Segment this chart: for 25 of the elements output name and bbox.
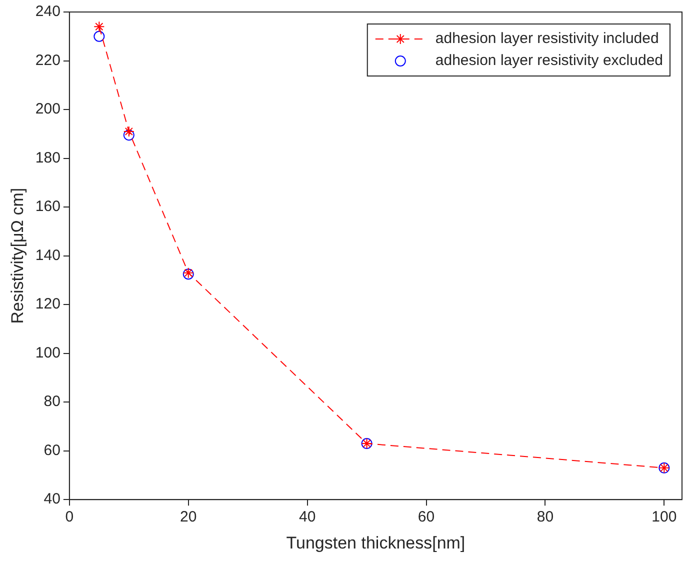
y-tick-label: 40 xyxy=(44,490,60,508)
y-axis-title: Resistivity[μΩ cm] xyxy=(8,188,27,324)
point xyxy=(123,126,134,137)
y-tick-label: 220 xyxy=(35,52,60,69)
x-tick-label: 0 xyxy=(65,508,74,526)
point xyxy=(123,130,134,141)
y-tick-label: 120 xyxy=(35,296,60,313)
y-tick-label: 180 xyxy=(35,149,60,166)
legend-label: adhesion layer resistivity excluded xyxy=(435,52,664,70)
x-tick-label: 20 xyxy=(180,508,197,526)
point xyxy=(94,21,105,32)
y-tick-label: 160 xyxy=(35,198,60,216)
y-tick-label: 240 xyxy=(35,3,60,20)
y-tick-label: 80 xyxy=(44,393,60,410)
x-tick-label: 40 xyxy=(298,508,316,526)
x-tick-label: 80 xyxy=(536,508,554,526)
legend-label: adhesion layer resistivity included xyxy=(435,30,659,48)
y-tick-label: 60 xyxy=(44,442,60,459)
y-tick-label: 200 xyxy=(35,100,60,118)
point xyxy=(94,30,105,42)
x-tick-label: 60 xyxy=(418,508,435,526)
x-axis-title: Tungsten thickness[nm] xyxy=(286,533,466,552)
y-tick-label: 140 xyxy=(35,246,60,264)
y-tick-label: 100 xyxy=(35,344,60,362)
x-tick-label: 100 xyxy=(652,508,677,526)
